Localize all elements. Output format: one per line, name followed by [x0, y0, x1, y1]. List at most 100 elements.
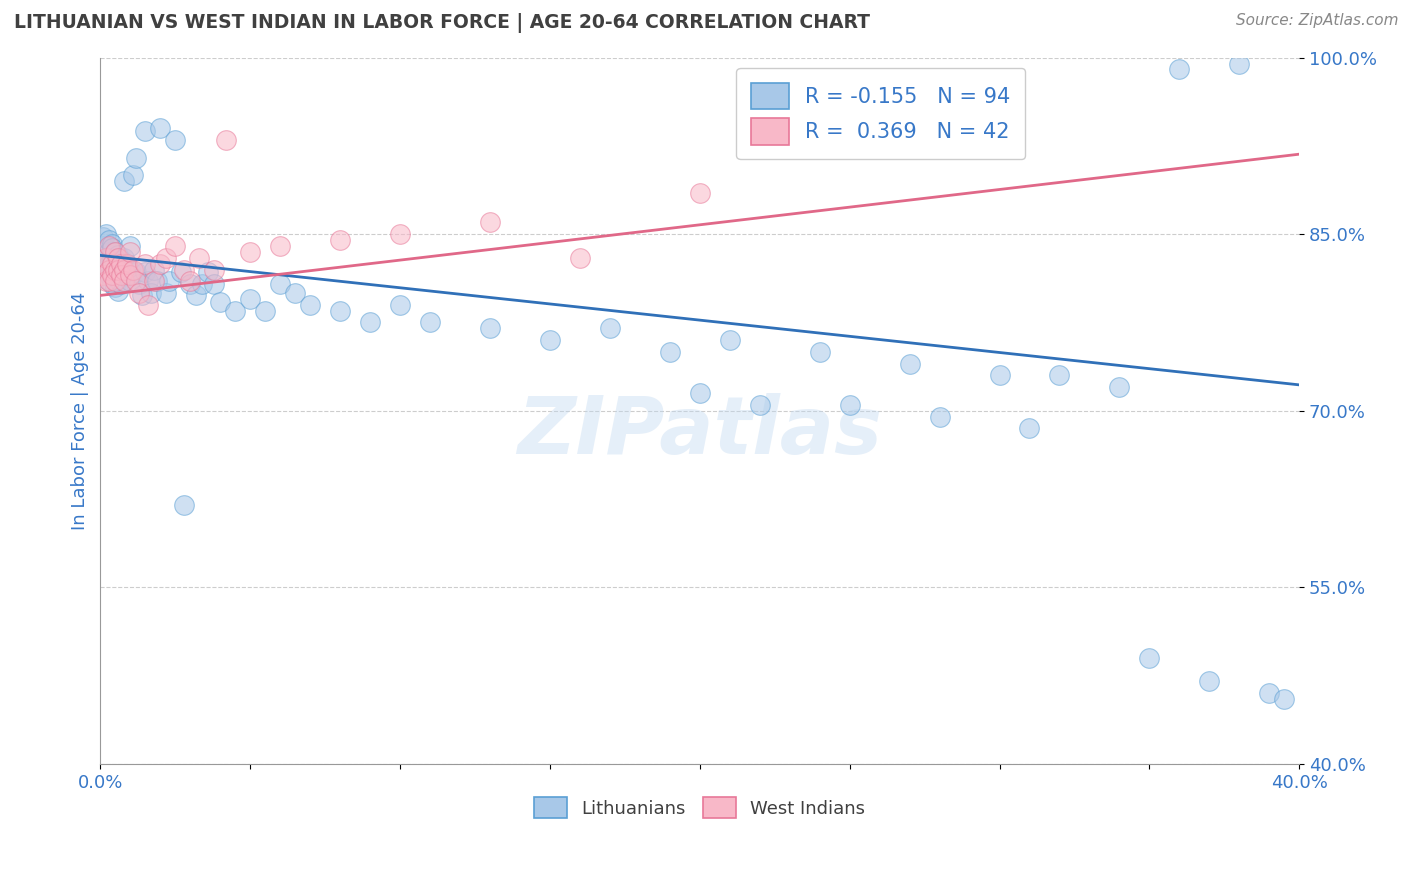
Point	[98, 233, 121, 247]
Point	[143, 262, 166, 277]
Point	[112, 274, 135, 288]
Point	[165, 239, 187, 253]
Point	[110, 253, 132, 268]
Point	[93, 253, 115, 268]
Point	[96, 251, 118, 265]
Point	[98, 260, 121, 275]
Point	[101, 257, 124, 271]
Point	[120, 274, 142, 288]
Point	[197, 265, 219, 279]
Point	[209, 295, 232, 310]
Point	[98, 244, 121, 259]
Point	[1227, 56, 1250, 70]
Point	[173, 498, 195, 512]
Point	[101, 277, 124, 291]
Point	[112, 174, 135, 188]
Point	[122, 262, 145, 277]
Point	[599, 321, 621, 335]
Point	[1168, 62, 1191, 77]
Point	[1272, 692, 1295, 706]
Point	[101, 253, 124, 268]
Point	[101, 248, 124, 262]
Point	[239, 292, 262, 306]
Point	[96, 251, 118, 265]
Point	[419, 316, 441, 330]
Point	[299, 298, 322, 312]
Point	[170, 265, 193, 279]
Point	[128, 277, 150, 291]
Point	[689, 186, 711, 200]
Point	[120, 268, 142, 283]
Point	[239, 244, 262, 259]
Point	[98, 239, 121, 253]
Point	[107, 248, 129, 262]
Point	[155, 251, 177, 265]
Point	[269, 239, 291, 253]
Point	[110, 265, 132, 279]
Point	[389, 298, 412, 312]
Point	[149, 257, 172, 271]
Point	[254, 303, 277, 318]
Point	[120, 239, 142, 253]
Point	[120, 262, 142, 277]
Point	[134, 123, 156, 137]
Point	[112, 262, 135, 277]
Point	[157, 274, 180, 288]
Point	[1018, 421, 1040, 435]
Point	[186, 288, 208, 302]
Y-axis label: In Labor Force | Age 20-64: In Labor Force | Age 20-64	[72, 292, 89, 530]
Point	[131, 288, 153, 302]
Point	[538, 333, 561, 347]
Point	[117, 268, 139, 283]
Point	[128, 286, 150, 301]
Point	[1049, 368, 1071, 383]
Point	[478, 321, 501, 335]
Point	[96, 241, 118, 255]
Point	[117, 257, 139, 271]
Point	[104, 244, 127, 259]
Point	[112, 262, 135, 277]
Point	[1108, 380, 1130, 394]
Point	[928, 409, 950, 424]
Point	[98, 257, 121, 271]
Point	[93, 262, 115, 277]
Point	[101, 265, 124, 279]
Point	[104, 262, 127, 277]
Point	[748, 398, 770, 412]
Point	[110, 257, 132, 271]
Text: ZIPatlas: ZIPatlas	[517, 393, 883, 471]
Point	[101, 268, 124, 283]
Point	[329, 233, 352, 247]
Point	[143, 274, 166, 288]
Point	[658, 345, 681, 359]
Point	[110, 277, 132, 291]
Point	[125, 274, 148, 288]
Point	[149, 121, 172, 136]
Point	[718, 333, 741, 347]
Point	[120, 244, 142, 259]
Point	[104, 257, 127, 271]
Point	[93, 239, 115, 253]
Point	[359, 316, 381, 330]
Text: Source: ZipAtlas.com: Source: ZipAtlas.com	[1236, 13, 1399, 29]
Point	[165, 133, 187, 147]
Point	[568, 251, 591, 265]
Point	[112, 251, 135, 265]
Point	[104, 268, 127, 283]
Point	[107, 251, 129, 265]
Point	[689, 386, 711, 401]
Point	[96, 274, 118, 288]
Text: LITHUANIAN VS WEST INDIAN IN LABOR FORCE | AGE 20-64 CORRELATION CHART: LITHUANIAN VS WEST INDIAN IN LABOR FORCE…	[14, 13, 870, 33]
Point	[104, 274, 127, 288]
Point	[104, 280, 127, 294]
Point	[136, 298, 159, 312]
Point	[98, 274, 121, 288]
Point	[125, 265, 148, 279]
Point	[146, 274, 169, 288]
Point	[191, 277, 214, 291]
Point	[898, 357, 921, 371]
Legend: Lithuanians, West Indians: Lithuanians, West Indians	[527, 790, 873, 825]
Point	[136, 274, 159, 288]
Point	[93, 229, 115, 244]
Point	[104, 244, 127, 259]
